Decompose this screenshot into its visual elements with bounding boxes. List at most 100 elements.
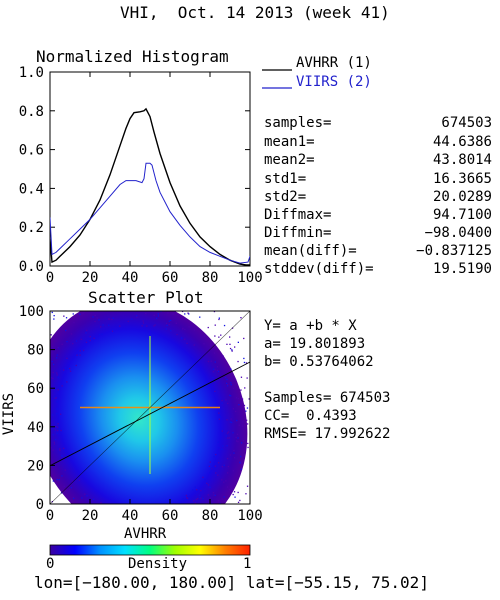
- density-speckle: [26, 496, 27, 497]
- density-speckle: [55, 425, 57, 427]
- density-speckle: [106, 561, 107, 562]
- histogram-y-tick-label: 0.2: [19, 220, 44, 236]
- density-speckle: [179, 542, 180, 543]
- density-speckle: [15, 369, 16, 370]
- scatter-ticks: 0 20 40 60 80 100 0 20 40 60 80 100: [19, 304, 263, 524]
- density-speckle: [68, 286, 69, 287]
- density-speckle: [203, 335, 206, 337]
- density-speckle: [29, 453, 30, 454]
- density-speckle: [105, 514, 106, 515]
- density-speckle: [243, 361, 246, 364]
- density-speckle: [26, 378, 27, 379]
- density-speckle: [29, 449, 30, 450]
- stat-row: mean1= 44.6386: [264, 134, 492, 150]
- density-speckle: [254, 426, 255, 427]
- density-speckle: [213, 494, 215, 496]
- density-speckle: [246, 377, 248, 379]
- density-speckle: [154, 324, 156, 326]
- density-speckle: [55, 302, 56, 303]
- density-speckle: [188, 326, 190, 328]
- density-speckle: [214, 335, 216, 337]
- density-speckle: [182, 328, 184, 330]
- density-speckle: [235, 410, 237, 413]
- density-speckle: [56, 374, 58, 376]
- density-speckle: [253, 456, 254, 457]
- fit-a: a= 19.801893: [264, 336, 366, 352]
- density-speckle: [229, 394, 231, 396]
- density-speckle: [207, 293, 208, 294]
- density-speckle: [197, 505, 198, 506]
- density-speckle: [47, 483, 48, 484]
- density-speckle: [8, 451, 9, 452]
- density-speckle: [236, 440, 238, 442]
- density-speckle: [45, 428, 46, 429]
- density-speckle: [84, 493, 86, 495]
- density-speckle: [192, 537, 193, 538]
- density-speckle: [157, 276, 158, 277]
- density-speckle: [209, 472, 211, 474]
- legend-avhrr-label: AVHRR (1): [296, 55, 372, 71]
- density-speckle: [234, 525, 235, 526]
- density-speckle: [112, 530, 113, 531]
- density-speckle: [93, 498, 95, 500]
- density-speckle: [111, 279, 112, 280]
- density-speckle: [247, 446, 249, 449]
- density-speckle: [61, 455, 64, 457]
- density-speckle: [223, 324, 226, 327]
- scatter-x-tick-label: 0: [46, 508, 54, 524]
- density-speckle: [239, 461, 241, 463]
- density-speckle: [227, 472, 229, 474]
- density-speckle: [34, 451, 35, 452]
- density-speckle: [37, 405, 38, 406]
- density-speckle: [212, 492, 215, 494]
- density-speckle: [31, 406, 32, 407]
- colorbar-max-label: 1: [243, 556, 252, 572]
- density-speckle: [45, 502, 46, 503]
- density-speckle: [255, 494, 256, 495]
- density-speckle: [89, 556, 90, 557]
- density-speckle: [240, 317, 242, 319]
- density-speckle: [126, 568, 127, 569]
- fit-samples: Samples= 674503: [264, 390, 391, 406]
- density-speckle: [160, 263, 161, 264]
- density-speckle: [19, 390, 20, 391]
- density-speckle: [243, 337, 245, 340]
- density-speckle: [228, 520, 229, 521]
- density-speckle: [54, 439, 57, 441]
- density-speckle: [214, 324, 216, 326]
- stat-key: samples=: [264, 115, 332, 131]
- density-speckle: [60, 429, 62, 432]
- density-speckle: [225, 399, 227, 401]
- density-speckle: [18, 395, 19, 396]
- density-speckle: [53, 318, 55, 320]
- density-speckle: [55, 531, 56, 532]
- density-speckle: [226, 384, 229, 386]
- density-speckle: [227, 431, 230, 433]
- density-speckle: [199, 316, 201, 318]
- density-speckle: [234, 496, 236, 498]
- stat-value: 43.8014: [432, 152, 492, 168]
- density-speckle: [46, 396, 47, 397]
- density-speckle: [102, 266, 103, 267]
- density-speckle: [83, 349, 85, 352]
- density-speckle: [189, 531, 190, 532]
- density-speckle: [72, 313, 74, 315]
- density-speckle: [230, 395, 232, 397]
- density-speckle: [33, 506, 34, 507]
- density-speckle: [265, 376, 266, 377]
- density-speckle: [101, 536, 102, 537]
- density-speckle: [59, 449, 61, 452]
- density-speckle: [112, 271, 113, 272]
- stat-row: std1= 16.3665: [264, 171, 492, 187]
- density-speckle: [260, 378, 261, 379]
- density-speckle: [217, 500, 219, 502]
- density-speckle: [31, 443, 32, 444]
- density-speckle: [245, 410, 247, 412]
- density-speckle: [64, 469, 66, 471]
- stat-key: mean(diff)=: [264, 243, 357, 259]
- histogram-x-tick-label: 80: [202, 270, 219, 286]
- density-speckle: [230, 512, 231, 513]
- density-speckle: [90, 567, 91, 568]
- density-speckle: [182, 498, 184, 500]
- scatter-y-tick-label: 60: [27, 381, 44, 397]
